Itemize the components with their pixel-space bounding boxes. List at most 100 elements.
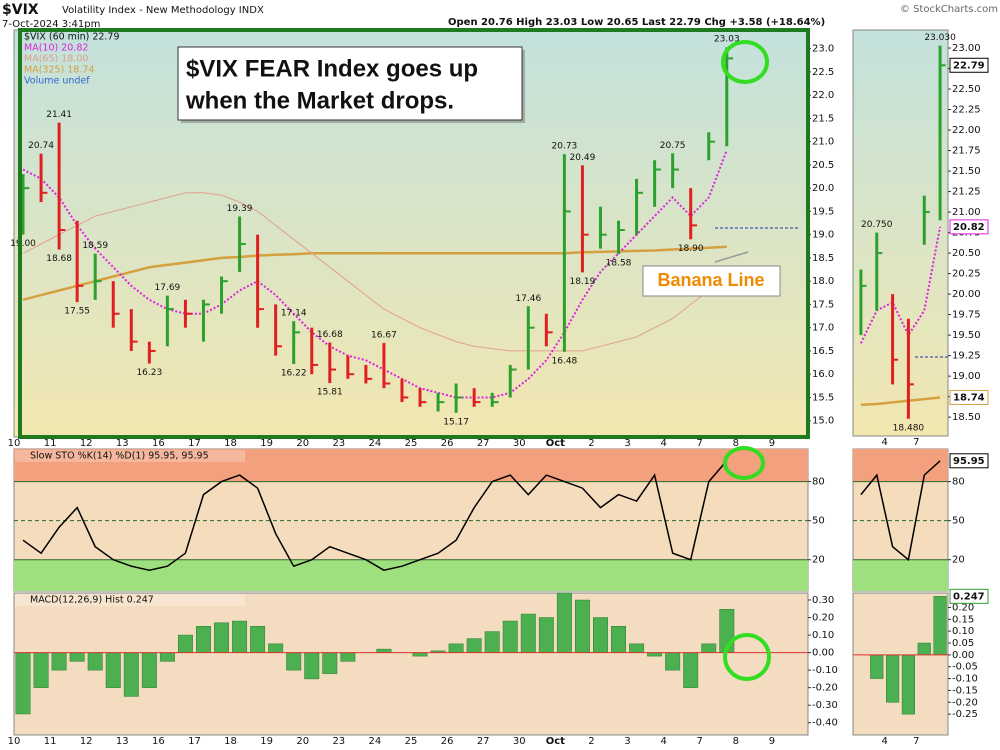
histogram-bar	[105, 652, 121, 688]
oscillator-line	[860, 460, 941, 562]
banana-box	[642, 265, 781, 297]
y-tick-label: 50	[812, 516, 825, 527]
histogram-bar	[629, 643, 645, 653]
high-label: 23.030	[924, 33, 956, 43]
histogram-bar	[286, 652, 302, 671]
oscillator-line	[22, 460, 728, 571]
watermark: © StockCharts.com	[900, 4, 998, 15]
histogram-bar	[448, 643, 464, 653]
histogram-bar	[376, 648, 392, 653]
x-tick-label: Oct	[546, 438, 565, 449]
high-label: 20.49	[570, 153, 596, 163]
histogram-bar	[520, 613, 536, 653]
histogram-bar	[177, 634, 193, 653]
moving-average	[860, 396, 941, 407]
y-tick-label: 19.0	[812, 230, 834, 241]
histogram-bar	[593, 617, 608, 653]
x-tick-label: 12	[80, 438, 93, 449]
annotations: $VIX FEAR Index goes up when the Market …	[18, 28, 948, 681]
histogram-bar	[502, 620, 518, 653]
x-tick-label: 18	[224, 438, 237, 449]
value-tag	[949, 219, 989, 235]
value-tag	[949, 389, 989, 405]
x-tick-label: 16	[152, 438, 165, 449]
x-tick-label: 26	[441, 736, 454, 747]
high-label: 18.59	[82, 241, 108, 251]
y-tick-label: 21.0	[812, 137, 834, 148]
value-tag	[949, 588, 989, 604]
high-label: 23.03	[714, 35, 740, 45]
histogram-bar	[611, 626, 626, 653]
y-tick-label: 0.05	[952, 638, 974, 649]
high-label: 20.74	[28, 141, 54, 151]
moving-average	[22, 149, 728, 399]
legend-entry: MA(65) 18.00	[24, 54, 88, 65]
y-tick-label: 20.5	[812, 160, 834, 171]
histogram-bar	[701, 643, 717, 653]
y-tick-label: 0.30	[812, 595, 834, 606]
value-tag	[949, 57, 989, 73]
callout-text: when the Market drops.	[185, 87, 454, 114]
plot: 15.0 15.5 16.0 16.5 17.0 17.5 18.0 18.5 19.0 19.5…	[8, 32, 989, 747]
highlight-circle	[723, 446, 765, 480]
x-tick-label: 17	[188, 438, 201, 449]
high-label: 20.73	[552, 142, 578, 152]
histogram-bar	[574, 599, 590, 653]
x-tick-label: 4	[881, 736, 887, 747]
y-tick-label: -0.15	[952, 685, 978, 696]
oversold-band	[853, 559, 948, 591]
low-label: 16.22	[281, 368, 307, 378]
y-tick-label: -0.20	[812, 683, 838, 694]
high-label: 19.39	[227, 204, 253, 214]
low-label: 18.90	[678, 244, 704, 254]
y-tick-label: 22.5	[812, 67, 834, 78]
low-label: 19.00	[10, 239, 36, 249]
callout-box	[177, 46, 523, 121]
x-tick-label: 26	[441, 438, 454, 449]
high-label: 16.67	[371, 331, 397, 341]
histogram-bar	[51, 652, 67, 671]
value-tag-label: 95.95	[953, 456, 985, 467]
y-tick-label: 15.5	[812, 392, 834, 403]
instrument-name: Volatility Index - New Methodology INDX	[62, 5, 264, 16]
highlight-circle	[723, 633, 771, 681]
stats: Open 20.76 High 23.03 Low 20.65 Last 22.…	[448, 17, 825, 28]
y-tick-label: 21.50	[952, 166, 981, 177]
x-tick-label: 3	[624, 438, 630, 449]
y-tick-label: 15.0	[812, 416, 834, 427]
y-tick-label: 0.15	[952, 614, 974, 625]
histogram-bar	[268, 643, 284, 653]
y-tick-label: 18.5	[812, 253, 834, 264]
y-tick-label: 0.00	[812, 648, 834, 659]
moving-average	[22, 245, 727, 302]
y-tick-label: 20	[812, 555, 825, 566]
legend-entry: $VIX (60 min) 22.79	[24, 32, 120, 43]
x-tick-label: 17	[188, 736, 201, 747]
panel-title: MACD(12,26,9) Hist 0.247	[30, 595, 154, 606]
y-tick-label: 17.5	[812, 299, 834, 310]
value-tag	[949, 453, 989, 469]
x-tick-label: 25	[405, 736, 418, 747]
x-tick-label: 4	[881, 437, 887, 448]
y-tick-label: 0.20	[952, 602, 974, 613]
x-tick-label: 13	[116, 736, 129, 747]
x-tick-label: 20	[296, 438, 309, 449]
x-tick-label: 20	[296, 736, 309, 747]
x-tick-label: 9	[769, 736, 775, 747]
x-tick-label: 7	[697, 736, 703, 747]
panel-title-bg	[15, 450, 245, 462]
y-tick-label: 22.00	[952, 125, 981, 136]
histogram-bar	[69, 652, 85, 662]
low-label: 16.23	[136, 368, 162, 378]
x-tick-label: 7	[913, 437, 919, 448]
legend-entry: Volume undef	[24, 76, 90, 87]
y-tick-label: 16.0	[812, 369, 834, 380]
x-tick-label: 7	[913, 736, 919, 747]
x-tick-label: 8	[733, 438, 739, 449]
banana-text: Banana Line	[657, 270, 764, 290]
histogram-bar	[214, 622, 229, 653]
y-tick-label: 19.5	[812, 206, 834, 217]
histogram-bar	[933, 596, 947, 656]
histogram-bar	[15, 652, 31, 715]
y-tick-label: 20.25	[952, 269, 981, 280]
